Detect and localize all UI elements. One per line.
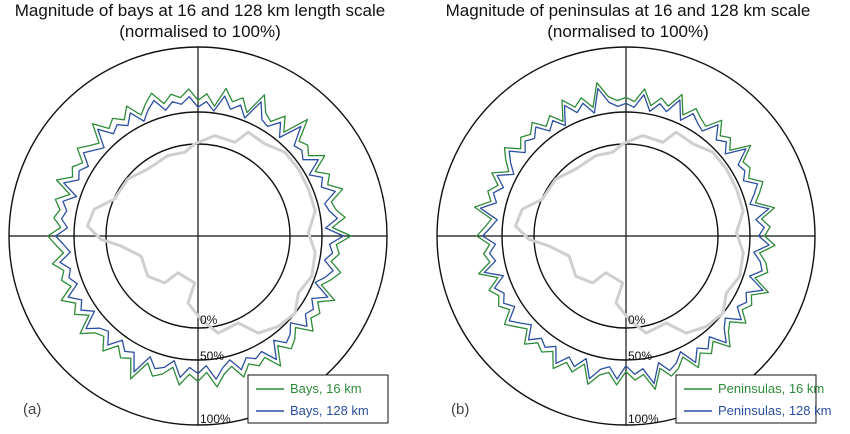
panel-letter: (a): [23, 401, 41, 418]
panel-b-title-line2: (normalised to 100%): [547, 22, 709, 41]
panel-b-title: Magnitude of peninsulas at 16 and 128 km…: [428, 0, 828, 42]
panel-a-title-line2: (normalised to 100%): [119, 22, 281, 41]
ring-label-100: 100%: [200, 412, 231, 426]
legend-box: [675, 374, 817, 424]
continent-outline: [514, 130, 745, 335]
series-line-1: [54, 95, 345, 380]
panel-a-title: Magnitude of bays at 16 and 128 km lengt…: [0, 0, 400, 42]
continent-outline: [86, 130, 317, 335]
legend-entry-0: Peninsulas, 16 km: [718, 381, 824, 396]
ring-label-0: 0%: [628, 313, 646, 327]
panel-a-chart: 0% 50% 100% Bays, 16 km Bays, 128 km (a): [8, 46, 389, 426]
series-line-0: [473, 82, 776, 390]
panel-a-title-line1: Magnitude of bays at 16 and 128 km lengt…: [14, 1, 386, 20]
series-line-0: [47, 87, 352, 388]
series-line-1: [479, 87, 770, 385]
panel-b-chart: 0% 50% 100% Peninsulas, 16 km Peninsulas, 12…: [436, 46, 831, 426]
ring-label-50: 50%: [628, 349, 652, 363]
legend-box: [247, 374, 389, 424]
legend-entry-1: Bays, 128 km: [290, 403, 369, 418]
panel-letter: (b): [451, 401, 469, 418]
panel-b-title-line1: Magnitude of peninsulas at 16 and 128 km…: [445, 1, 811, 20]
ring-label-50: 50%: [200, 349, 224, 363]
ring-label-100: 100%: [628, 412, 659, 426]
legend-entry-1: Peninsulas, 128 km: [718, 403, 831, 418]
legend-entry-0: Bays, 16 km: [290, 381, 362, 396]
ring-label-0: 0%: [200, 313, 218, 327]
